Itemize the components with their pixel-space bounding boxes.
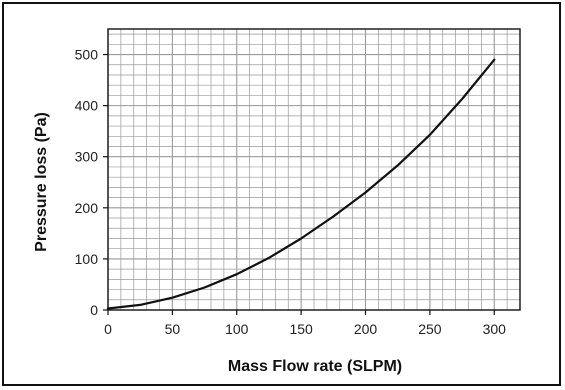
y-tick-label: 100 [75, 251, 99, 267]
y-tick-label: 200 [75, 200, 99, 216]
series-group [106, 58, 496, 310]
grid [107, 29, 521, 311]
x-tick-label: 200 [354, 321, 378, 337]
x-tick-label: 0 [104, 321, 112, 337]
plot-area-border [107, 28, 521, 311]
x-tick-label: 300 [483, 321, 507, 337]
series-line [106, 58, 496, 310]
y-tick-labels: 0 100 200 300 400 500 [75, 47, 99, 318]
x-tick-label: 50 [165, 321, 181, 337]
y-tick-label: 500 [75, 47, 99, 63]
y-tick-label: 0 [90, 302, 98, 318]
x-tick-label: 100 [225, 321, 249, 337]
y-tick-label: 400 [75, 98, 99, 114]
y-tick-label: 300 [75, 149, 99, 165]
x-tick-label: 150 [289, 321, 313, 337]
axes [103, 28, 521, 315]
x-tick-labels: 0 50 100 150 200 250 300 [104, 321, 506, 337]
x-tick-label: 250 [418, 321, 442, 337]
y-axis-title: Pressure loss (Pa) [33, 112, 50, 252]
chart-frame [2, 2, 561, 386]
x-axis-title: Mass Flow rate (SLPM) [228, 358, 402, 375]
